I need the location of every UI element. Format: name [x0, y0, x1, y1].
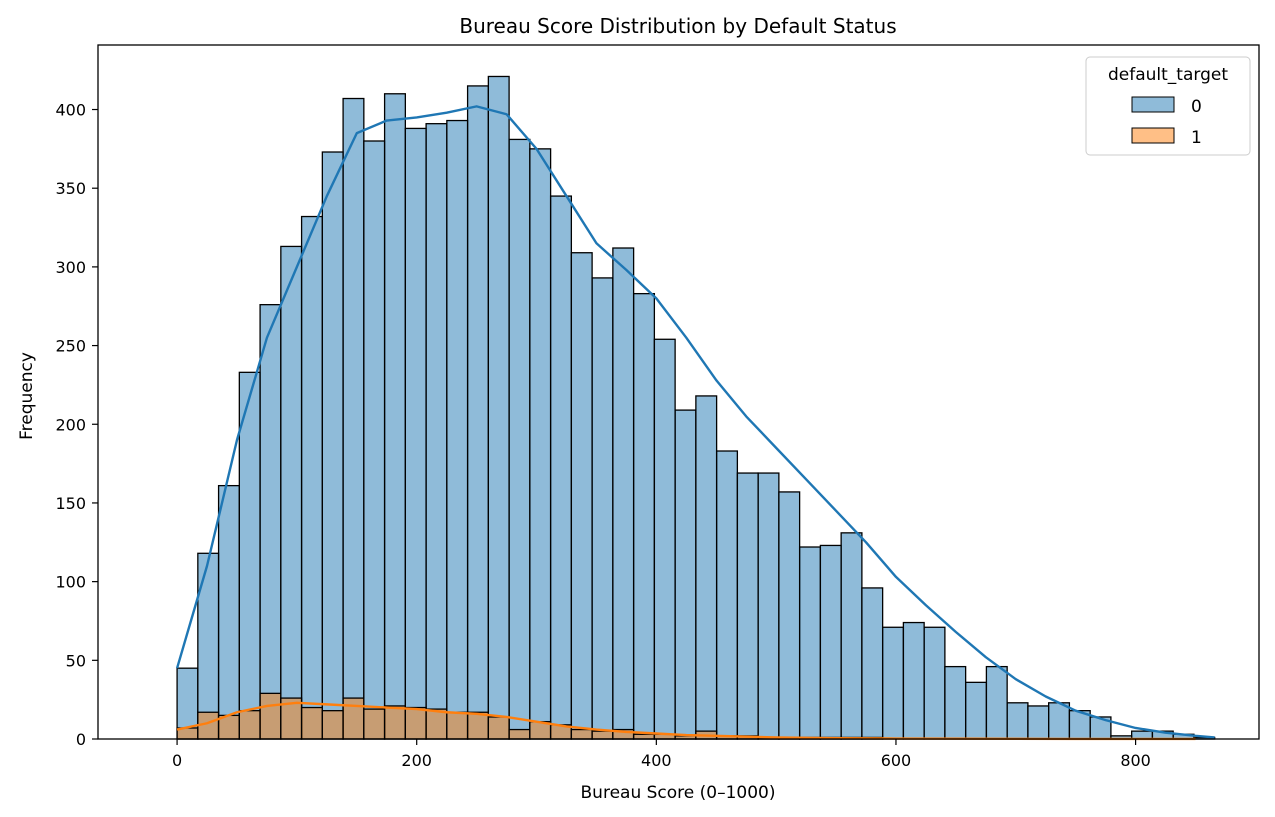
- bar-series-0-bin-6: [300, 215, 323, 740]
- bar-series-0-bin-26: [715, 450, 739, 740]
- bar-series-0-bin-8: [342, 97, 365, 740]
- x-tick-label-800: 800: [1120, 751, 1151, 770]
- bar-series-0-bin-16: [508, 138, 531, 740]
- bar-series-0-bin-37: [944, 665, 967, 740]
- bar-series-1-bin-20: [591, 730, 614, 740]
- axes-layer: 0 200 400 600 800 0 50 100 150 200 250 300 350 400: [55, 44, 1260, 770]
- y-tick-label-200: 200: [55, 415, 86, 434]
- bar-series-1-bin-4: [259, 692, 282, 740]
- legend-label-0: 0: [1191, 97, 1202, 117]
- bar-series-0-bin-34: [881, 626, 905, 740]
- bar-series-0-bin-39: [985, 665, 1008, 740]
- bar-series-0-bin-38: [965, 681, 988, 740]
- bar-series-1-bin-19: [570, 728, 593, 740]
- bar-series-1-bin-15: [487, 716, 510, 740]
- y-tick-label-300: 300: [55, 258, 86, 277]
- bar-series-0-bin-36: [923, 626, 946, 740]
- bar-series-0-bin-18: [549, 195, 573, 740]
- bar-series-0-bin-32: [840, 532, 863, 740]
- bar-series-0-bin-2: [217, 484, 240, 740]
- x-tick-label-400: 400: [641, 751, 672, 770]
- y-tick-label-50: 50: [66, 651, 86, 670]
- y-tick-label-250: 250: [55, 337, 86, 356]
- y-tick-label-150: 150: [55, 494, 86, 513]
- bar-series-0-bin-27: [736, 472, 759, 740]
- x-tick-label-0: 0: [172, 751, 182, 770]
- bar-series-0-bin-25: [695, 395, 718, 740]
- bar-series-0-bin-23: [653, 338, 676, 740]
- bar-series-1-bin-14: [466, 711, 490, 740]
- bar-series-0-bin-20: [591, 277, 614, 740]
- bar-series-0-bin-4: [259, 304, 282, 740]
- bar-series-0-bin-9: [363, 140, 386, 740]
- bar-series-0-bin-12: [425, 123, 448, 740]
- bar-series-0-bin-41: [1027, 705, 1050, 740]
- bar-series-0-bin-40: [1006, 702, 1029, 740]
- bar-series-0-bin-10: [383, 93, 407, 740]
- bar-series-1-bin-7: [321, 710, 344, 740]
- bar-series-0-bin-14: [466, 85, 490, 740]
- bar-series-0-bin-28: [757, 472, 780, 740]
- y-axis-title: Frequency: [17, 352, 37, 440]
- bar-series-1-bin-16: [508, 728, 531, 740]
- bar-series-0-bin-15: [487, 75, 510, 740]
- bar-series-0-bin-24: [674, 409, 697, 740]
- x-tick-label-600: 600: [881, 751, 912, 770]
- legend-label-1: 1: [1191, 128, 1202, 148]
- bar-series-0-bin-19: [570, 252, 593, 740]
- bar-series-0-bin-1: [197, 552, 220, 740]
- bar-series-0-bin-11: [404, 127, 427, 740]
- bar-series-0-bin-13: [446, 119, 469, 740]
- chart-title: Bureau Score Distribution by Default Sta…: [459, 14, 896, 38]
- x-axis-title: Bureau Score (0–1000): [581, 783, 776, 803]
- bar-series-0-bin-31: [819, 544, 842, 740]
- bar-series-1-bin-10: [383, 705, 407, 740]
- bar-series-1-bin-9: [363, 708, 386, 740]
- legend: default_target 0 1: [1085, 56, 1251, 156]
- y-tick-label-400: 400: [55, 101, 86, 120]
- plot-frame: [97, 44, 1260, 740]
- bar-series-1-bin-13: [446, 711, 469, 740]
- bar-series-0-bin-17: [529, 148, 552, 740]
- bar-series-1-bin-12: [425, 708, 448, 740]
- kde-line-0: [175, 105, 1215, 739]
- bar-series-0-bin-5: [280, 245, 303, 740]
- y-tick-label-100: 100: [55, 573, 86, 592]
- bar-series-1-bin-11: [404, 706, 427, 740]
- legend-swatch-0: [1131, 96, 1175, 113]
- bar-series-0-bin-7: [321, 151, 344, 740]
- bar-series-0-bin-30: [798, 546, 822, 740]
- x-tick-label-200: 200: [401, 751, 432, 770]
- bar-series-1-bin-22: [632, 733, 656, 740]
- bar-series-0-bin-42: [1048, 702, 1071, 740]
- bar-series-0-bin-21: [612, 247, 635, 740]
- y-tick-label-350: 350: [55, 179, 86, 198]
- bar-series-0-bin-33: [861, 587, 884, 740]
- bar-series-0-bin-29: [778, 491, 801, 740]
- legend-title: default_target: [1108, 65, 1228, 85]
- bar-series-0-bin-35: [902, 621, 925, 740]
- y-tick-label-0: 0: [76, 730, 86, 749]
- bar-series-1-bin-6: [300, 706, 323, 740]
- bar-series-1-bin-3: [238, 710, 261, 740]
- bar-series-0-bin-22: [632, 292, 656, 740]
- legend-swatch-1: [1131, 127, 1175, 144]
- bar-series-0-bin-3: [238, 371, 261, 740]
